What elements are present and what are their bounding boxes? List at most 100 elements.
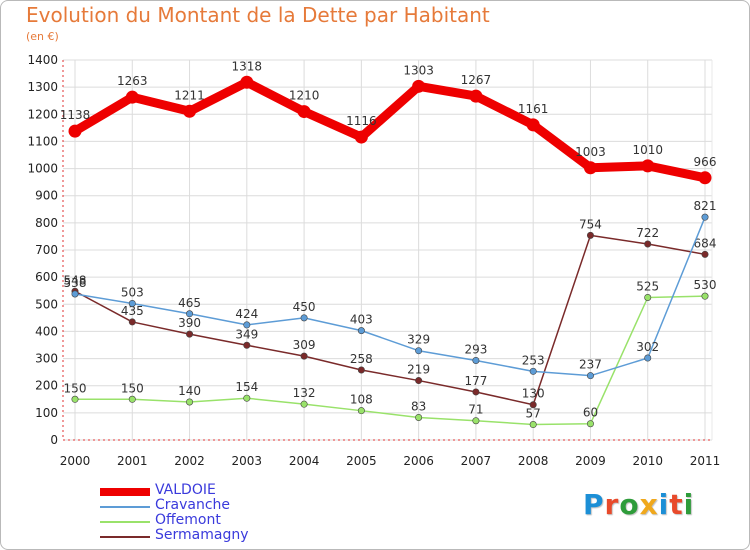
y-tick-label-500: 500 — [35, 297, 58, 311]
legend-item-sermamagny: Sermamagny — [100, 527, 300, 544]
data-label-valdoie-2008: 1161 — [518, 102, 549, 116]
chart-legend: VALDOIE Cravanche Offemont Sermamagny — [100, 482, 300, 544]
data-label-sermamagny-2010: 722 — [636, 226, 659, 240]
data-label-valdoie-2006: 1303 — [403, 63, 434, 77]
data-label-cravanche-2003: 424 — [235, 307, 258, 321]
data-point-cravanche-2002 — [186, 310, 194, 318]
legend-label-cravanche: Cravanche — [155, 497, 231, 513]
data-label-offemont-2007: 71 — [468, 403, 483, 417]
data-label-cravanche-2005: 403 — [350, 313, 373, 327]
data-label-valdoie-2003: 1318 — [232, 59, 263, 73]
x-tick-label-2009: 2009 — [575, 454, 606, 468]
data-label-sermamagny-2007: 177 — [464, 374, 487, 388]
legend-label-sermamagny: Sermamagny — [155, 527, 249, 543]
data-point-offemont-2009 — [586, 420, 594, 428]
y-tick-label-700: 700 — [35, 243, 58, 257]
logo-letter-2: o — [619, 488, 640, 521]
data-point-offemont-2002 — [186, 398, 194, 406]
data-point-offemont-2008 — [529, 421, 537, 429]
data-label-sermamagny-2009: 754 — [579, 217, 602, 231]
data-point-offemont-2006 — [415, 413, 423, 421]
series-line-sermamagny — [74, 234, 706, 406]
x-tick-label-2000: 2000 — [60, 454, 91, 468]
data-point-cravanche-2007 — [472, 356, 480, 364]
x-tick-label-2002: 2002 — [174, 454, 205, 468]
logo-letter-4: i — [658, 488, 670, 521]
y-tick-label-200: 200 — [35, 379, 58, 393]
data-label-sermamagny-2000: 548 — [64, 273, 87, 287]
data-label-cravanche-2011: 821 — [694, 199, 717, 213]
series-line-cravanche — [74, 216, 706, 377]
data-point-valdoie-2011 — [698, 171, 712, 185]
data-point-valdoie-2009 — [583, 161, 597, 175]
data-point-offemont-2007 — [472, 417, 480, 425]
data-label-offemont-2002: 140 — [178, 384, 201, 398]
logo-letter-3: x — [639, 488, 659, 521]
data-point-sermamagny-2003 — [243, 341, 251, 349]
data-label-offemont-2008: 57 — [526, 407, 541, 421]
y-tick-label-1300: 1300 — [27, 80, 58, 94]
data-point-cravanche-2001 — [128, 299, 136, 307]
data-label-valdoie-2007: 1267 — [461, 73, 492, 87]
data-label-sermamagny-2006: 219 — [407, 363, 430, 377]
legend-swatch-valdoie — [100, 488, 150, 496]
data-point-valdoie-2003 — [240, 75, 254, 89]
legend-swatch-offemont — [100, 521, 150, 523]
y-tick-label-300: 300 — [35, 352, 58, 366]
legend-swatch-cravanche — [100, 506, 150, 508]
data-point-offemont-2010 — [644, 293, 652, 301]
series-line-valdoie — [70, 77, 710, 183]
data-point-cravanche-2004 — [300, 314, 308, 322]
data-point-sermamagny-2004 — [300, 352, 308, 360]
data-point-sermamagny-2008 — [529, 401, 537, 409]
data-label-offemont-2003: 154 — [235, 380, 258, 394]
y-tick-label-0: 0 — [50, 433, 58, 447]
logo-letter-1: r — [604, 488, 620, 521]
data-label-sermamagny-2011: 684 — [694, 236, 717, 250]
y-tick-label-1200: 1200 — [27, 107, 58, 121]
data-point-cravanche-2011 — [701, 213, 709, 221]
legend-item-valdoie: VALDOIE — [100, 482, 300, 499]
data-point-sermamagny-2001 — [128, 318, 136, 326]
x-tick-label-2004: 2004 — [289, 454, 320, 468]
data-point-offemont-2011 — [701, 292, 709, 300]
data-label-cravanche-2008: 253 — [522, 353, 545, 367]
x-tick-label-2010: 2010 — [632, 454, 663, 468]
data-label-cravanche-2006: 329 — [407, 333, 430, 347]
data-point-valdoie-2004 — [297, 105, 311, 119]
chart-title: Evolution du Montant de la Dette par Hab… — [26, 3, 490, 27]
data-label-offemont-2004: 132 — [293, 386, 316, 400]
chart-subtitle: (en €) — [26, 30, 59, 43]
data-label-cravanche-2001: 503 — [121, 285, 144, 299]
data-point-cravanche-2009 — [586, 372, 594, 380]
data-label-offemont-2006: 83 — [411, 399, 426, 413]
x-tick-label-2001: 2001 — [117, 454, 148, 468]
data-label-valdoie-2011: 966 — [694, 155, 717, 169]
logo-letter-0: P — [583, 488, 605, 521]
data-point-valdoie-2007 — [469, 89, 483, 103]
legend-label-valdoie: VALDOIE — [155, 482, 216, 498]
data-label-offemont-2000: 150 — [64, 381, 87, 395]
data-label-valdoie-2005: 1116 — [346, 114, 377, 128]
y-tick-label-1400: 1400 — [27, 53, 58, 67]
x-tick-label-2005: 2005 — [346, 454, 377, 468]
y-tick-label-600: 600 — [35, 270, 58, 284]
data-point-cravanche-2005 — [357, 327, 365, 335]
data-point-valdoie-2001 — [125, 90, 139, 104]
logo-letter-6: i — [683, 488, 695, 521]
data-point-offemont-2004 — [300, 400, 308, 408]
x-tick-label-2011: 2011 — [690, 454, 721, 468]
data-point-offemont-2001 — [128, 395, 136, 403]
data-label-cravanche-2007: 293 — [464, 342, 487, 356]
data-point-cravanche-2008 — [529, 367, 537, 375]
data-label-cravanche-2004: 450 — [293, 300, 316, 314]
legend-label-offemont: Offemont — [155, 512, 221, 528]
data-point-cravanche-2006 — [415, 347, 423, 355]
data-label-offemont-2001: 150 — [121, 381, 144, 395]
y-tick-label-100: 100 — [35, 406, 58, 420]
data-point-valdoie-2008 — [526, 118, 540, 132]
data-point-cravanche-2010 — [644, 354, 652, 362]
logo-letter-5: t — [669, 488, 684, 521]
data-point-sermamagny-2007 — [472, 388, 480, 396]
